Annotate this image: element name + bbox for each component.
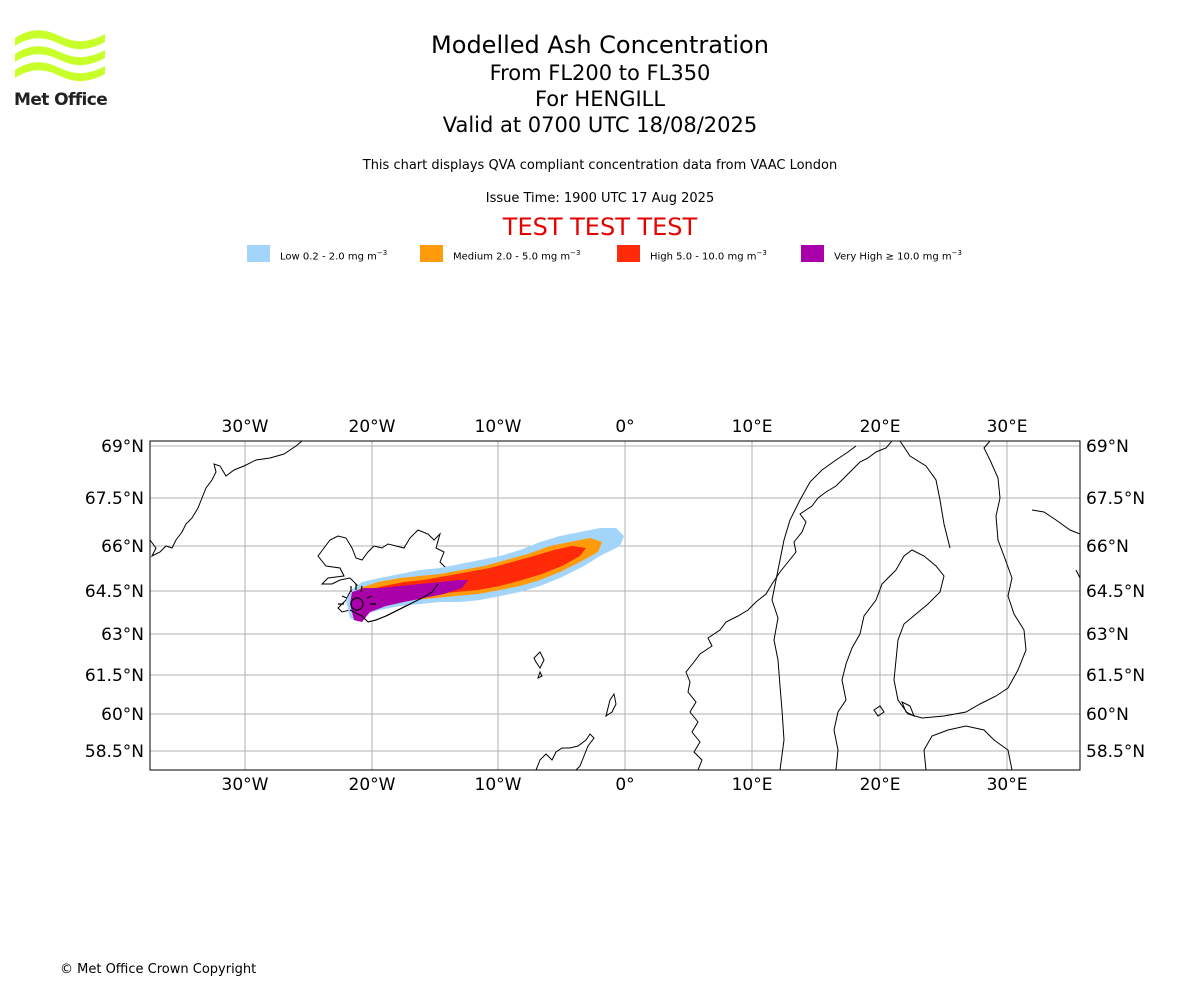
lat-tick-label-left: 66°N bbox=[101, 537, 144, 557]
lon-tick-label-bottom: 20°W bbox=[349, 775, 396, 795]
lon-tick-label-top: 30°E bbox=[987, 417, 1028, 437]
lon-tick-label-top: 20°E bbox=[860, 417, 901, 437]
legend-unit-exponent: −3 bbox=[951, 249, 962, 257]
scotland-coastline bbox=[535, 733, 595, 770]
lat-tick-label-left: 69°N bbox=[101, 437, 144, 457]
map-frame bbox=[149, 440, 1081, 771]
copyright: © Met Office Crown Copyright bbox=[60, 962, 257, 977]
lat-tick-label-right: 64.5°N bbox=[1086, 582, 1145, 602]
ash-plume-very-high bbox=[350, 580, 468, 622]
issue-time: Issue Time: 1900 UTC 17 Aug 2025 bbox=[485, 191, 715, 206]
legend-swatch-high bbox=[617, 245, 640, 262]
aland-islands-coastline bbox=[873, 700, 915, 718]
lat-tick-label-right: 58.5°N bbox=[1086, 742, 1145, 762]
legend-label-very-high: Very High ≥ 10.0 mg m bbox=[834, 251, 952, 263]
lon-tick-label-top: 0° bbox=[615, 417, 634, 437]
lon-tick-label-bottom: 10°E bbox=[732, 775, 773, 795]
legend-swatch-low bbox=[247, 245, 270, 262]
lon-tick-label-bottom: 0° bbox=[615, 775, 634, 795]
legend-label-low: Low 0.2 - 2.0 mg m bbox=[280, 251, 377, 263]
lat-tick-label-left: 60°N bbox=[101, 705, 144, 725]
graticule bbox=[150, 441, 1080, 770]
baltic-coastline bbox=[923, 725, 1013, 770]
lat-tick-label-left: 67.5°N bbox=[85, 489, 144, 509]
graticule-labels: 30°W 30°W 20°W 20°W 10°W 10°W 0° 0° 10°E 10°E 20°E… bbox=[85, 417, 1145, 795]
lat-tick-label-right: 63°N bbox=[1086, 625, 1129, 645]
kola-coastline bbox=[1031, 509, 1080, 579]
lat-tick-label-left: 58.5°N bbox=[85, 742, 144, 762]
gulf-of-bothnia-coastline bbox=[833, 441, 1027, 770]
legend-label-high: High 5.0 - 10.0 mg m bbox=[650, 251, 757, 263]
greenland-coastline bbox=[150, 441, 303, 558]
legend-unit-exponent: −3 bbox=[376, 249, 388, 257]
lon-tick-label-top: 30°W bbox=[222, 417, 269, 437]
lon-tick-label-bottom: 20°E bbox=[860, 775, 901, 795]
legend-swatch-very-high bbox=[801, 245, 824, 262]
concentration-legend: Low 0.2 - 2.0 mg m−3 Medium 2.0 - 5.0 mg… bbox=[0, 244, 1200, 264]
chart-description: This chart displays QVA compliant concen… bbox=[362, 158, 838, 173]
finland-north-coastline bbox=[899, 441, 951, 549]
lon-tick-label-bottom: 10°W bbox=[475, 775, 522, 795]
legend-unit-exponent: −3 bbox=[756, 249, 767, 257]
logo-wordmark: Met Office bbox=[14, 90, 108, 110]
lat-tick-label-right: 60°N bbox=[1086, 705, 1129, 725]
legend-label-medium: Medium 2.0 - 5.0 mg m bbox=[453, 251, 571, 263]
lon-tick-label-bottom: 30°E bbox=[987, 775, 1028, 795]
shetland-coastline bbox=[605, 692, 617, 718]
sweden-finland-coastline bbox=[771, 445, 857, 770]
met-office-logo: Met Office bbox=[14, 30, 108, 112]
lat-tick-label-left: 63°N bbox=[101, 625, 144, 645]
chart-titles: Modelled Ash Concentration From FL200 to… bbox=[0, 30, 1200, 138]
chart-title: Modelled Ash Concentration bbox=[431, 31, 769, 59]
lon-tick-label-top: 10°W bbox=[475, 417, 522, 437]
lat-tick-label-left: 61.5°N bbox=[85, 666, 144, 686]
lat-tick-label-left: 64.5°N bbox=[85, 582, 144, 602]
legend-unit-exponent: −3 bbox=[570, 249, 581, 257]
lat-tick-label-right: 66°N bbox=[1086, 537, 1129, 557]
test-banner: TEST TEST TEST bbox=[502, 213, 698, 241]
valid-time: Valid at 0700 UTC 18/08/2025 bbox=[442, 113, 758, 137]
lat-tick-label-right: 61.5°N bbox=[1086, 666, 1145, 686]
faroe-islands-coastline bbox=[533, 651, 545, 679]
met-office-waves-icon bbox=[15, 30, 105, 82]
lon-tick-label-bottom: 30°W bbox=[222, 775, 269, 795]
lon-tick-label-top: 20°W bbox=[349, 417, 396, 437]
flight-level-range: From FL200 to FL350 bbox=[489, 61, 711, 85]
volcano-marker-icon bbox=[338, 584, 376, 611]
lat-tick-label-right: 69°N bbox=[1086, 437, 1129, 457]
norway-coastline bbox=[685, 441, 893, 770]
lon-tick-label-top: 10°E bbox=[732, 417, 773, 437]
volcano-name: For HENGILL bbox=[534, 87, 666, 111]
lat-tick-label-right: 67.5°N bbox=[1086, 489, 1145, 509]
iceland-coast-overlay bbox=[349, 583, 439, 623]
legend-swatch-medium bbox=[420, 245, 443, 262]
